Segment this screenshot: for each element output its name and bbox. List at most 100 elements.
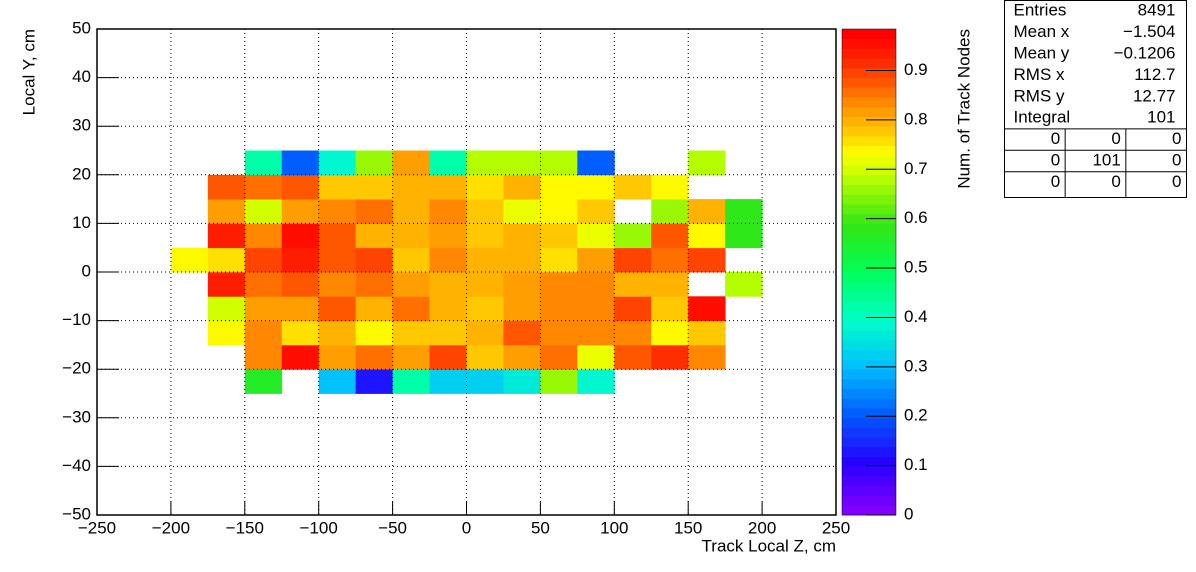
x-tick-label: 100 [600,518,628,537]
heatmap-cell [281,174,320,200]
colorbar-step [842,476,896,487]
stats-label: RMS x [1014,65,1066,84]
heatmap-cell [281,150,320,176]
heatmap-cell [503,272,541,297]
heatmap-cell [355,369,393,394]
heatmap-cell [725,199,763,224]
stats-cell: 101 [1092,150,1120,169]
stats-cell: 0 [1172,129,1181,148]
heatmap-cell [503,247,541,273]
y-tick-label: −50 [62,504,91,523]
z-tick-label: 0.8 [904,109,928,128]
heatmap-cell [651,247,689,273]
colorbar-step [842,58,896,69]
heatmap-cell [429,320,467,346]
heatmap-cell [281,344,320,370]
heatmap-cell [503,344,541,370]
colorbar-step [842,106,896,117]
x-tick-label: −150 [226,518,264,537]
colorbar-step [842,485,896,496]
heatmap-cell [355,344,393,370]
heatmap-cell [207,174,246,200]
heatmap-cell [207,223,246,249]
heatmap-cell [281,272,320,297]
colorbar-step [842,194,896,205]
colorbar-step [842,155,896,166]
x-tick-label: −200 [152,518,190,537]
colorbar-step [842,281,896,292]
heatmap-cell [688,150,726,176]
heatmap-cell [466,223,504,249]
heatmap-cell [429,272,467,297]
heatmap-cell [466,247,504,273]
heatmap-cell [281,199,320,224]
heatmap-cell [577,272,615,297]
colorbar-frame [841,28,897,516]
heatmap-cell [688,296,726,321]
x-tick-label: 200 [748,518,776,537]
heatmap-cell [466,199,504,224]
heatmap-cell [503,150,541,176]
colorbar-step [842,233,896,244]
heatmap-cell [577,296,615,321]
heatmap-cell [244,223,283,249]
heatmap-cell [540,150,578,176]
stats-value: 112.7 [1134,65,1175,84]
heatmap-cell [540,247,578,273]
heatmap-cell [651,320,689,346]
heatmap-cell [392,272,430,297]
colorbar-step [842,320,896,331]
colorbar-step [842,223,896,234]
heatmap-cell [688,247,726,273]
colorbar-step [842,417,896,428]
heatmap-cell [651,174,689,200]
heatmap-cell [244,344,283,370]
colorbar-step [842,466,896,477]
colorbar-step [842,408,896,419]
colorbar-step [842,126,896,137]
heatmap-cell [244,369,283,394]
heatmap-cell [244,296,283,321]
z-tick-label: 0.3 [904,356,928,375]
heatmap-cell [207,247,246,273]
plot-area [170,150,763,394]
colorbar-step [842,48,896,59]
colorbar-step [842,174,896,185]
y-tick-label: 30 [72,116,91,135]
colorbar-step [842,301,896,312]
y-tick-label: −20 [62,359,91,378]
heatmap-cell [318,344,357,370]
heatmap-cell [281,223,320,249]
heatmap-cell [244,272,283,297]
heatmap-cell [466,296,504,321]
heatmap-cell [281,296,320,321]
heatmap-cell [577,174,615,200]
z-tick-label: 0.1 [904,455,928,474]
z-tick-label: 0.2 [904,406,928,425]
heatmap-cell [207,320,246,346]
stats-value: 8491 [1138,1,1176,20]
heatmap-cell [429,369,467,394]
heatmap-cell [429,296,467,321]
heatmap-cell [651,199,689,224]
x-tick-label: 0 [462,518,471,537]
colorbar-step [842,77,896,88]
heatmap-cell [540,272,578,297]
colorbar-step [842,349,896,360]
stats-cell: 0 [1111,172,1120,191]
stats-cell: 0 [1051,150,1060,169]
z-tick-label: 0.9 [904,60,928,79]
heatmap-cell [318,174,357,200]
heatmap-cell [466,150,504,176]
z-tick-label: 0.6 [904,208,928,227]
heatmap-cell [244,320,283,346]
heatmap-cell [651,344,689,370]
x-tick-label: 50 [531,518,550,537]
heatmap-cell [355,223,393,249]
heatmap-cell [503,223,541,249]
heatmap-cell [392,344,430,370]
x-tick-label: −100 [300,518,338,537]
y-tick-label: 40 [72,67,91,86]
z-tick-label: 0.4 [904,307,928,326]
heatmap-cell [429,199,467,224]
